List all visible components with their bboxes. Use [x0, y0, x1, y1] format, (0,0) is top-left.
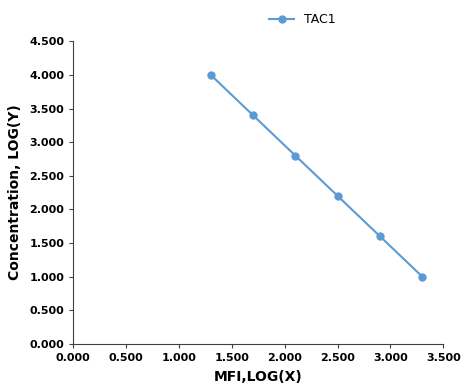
Line: TAC1: TAC1: [207, 71, 426, 280]
TAC1: [377, 234, 383, 239]
TAC1: [419, 274, 425, 279]
TAC1: [208, 73, 213, 77]
TAC1: [293, 153, 298, 158]
Y-axis label: Concentration, LOG(Y): Concentration, LOG(Y): [8, 105, 23, 280]
TAC1: [250, 113, 256, 118]
Legend: TAC1: TAC1: [265, 8, 341, 31]
TAC1: [335, 194, 340, 198]
X-axis label: MFI,LOG(X): MFI,LOG(X): [214, 370, 303, 384]
